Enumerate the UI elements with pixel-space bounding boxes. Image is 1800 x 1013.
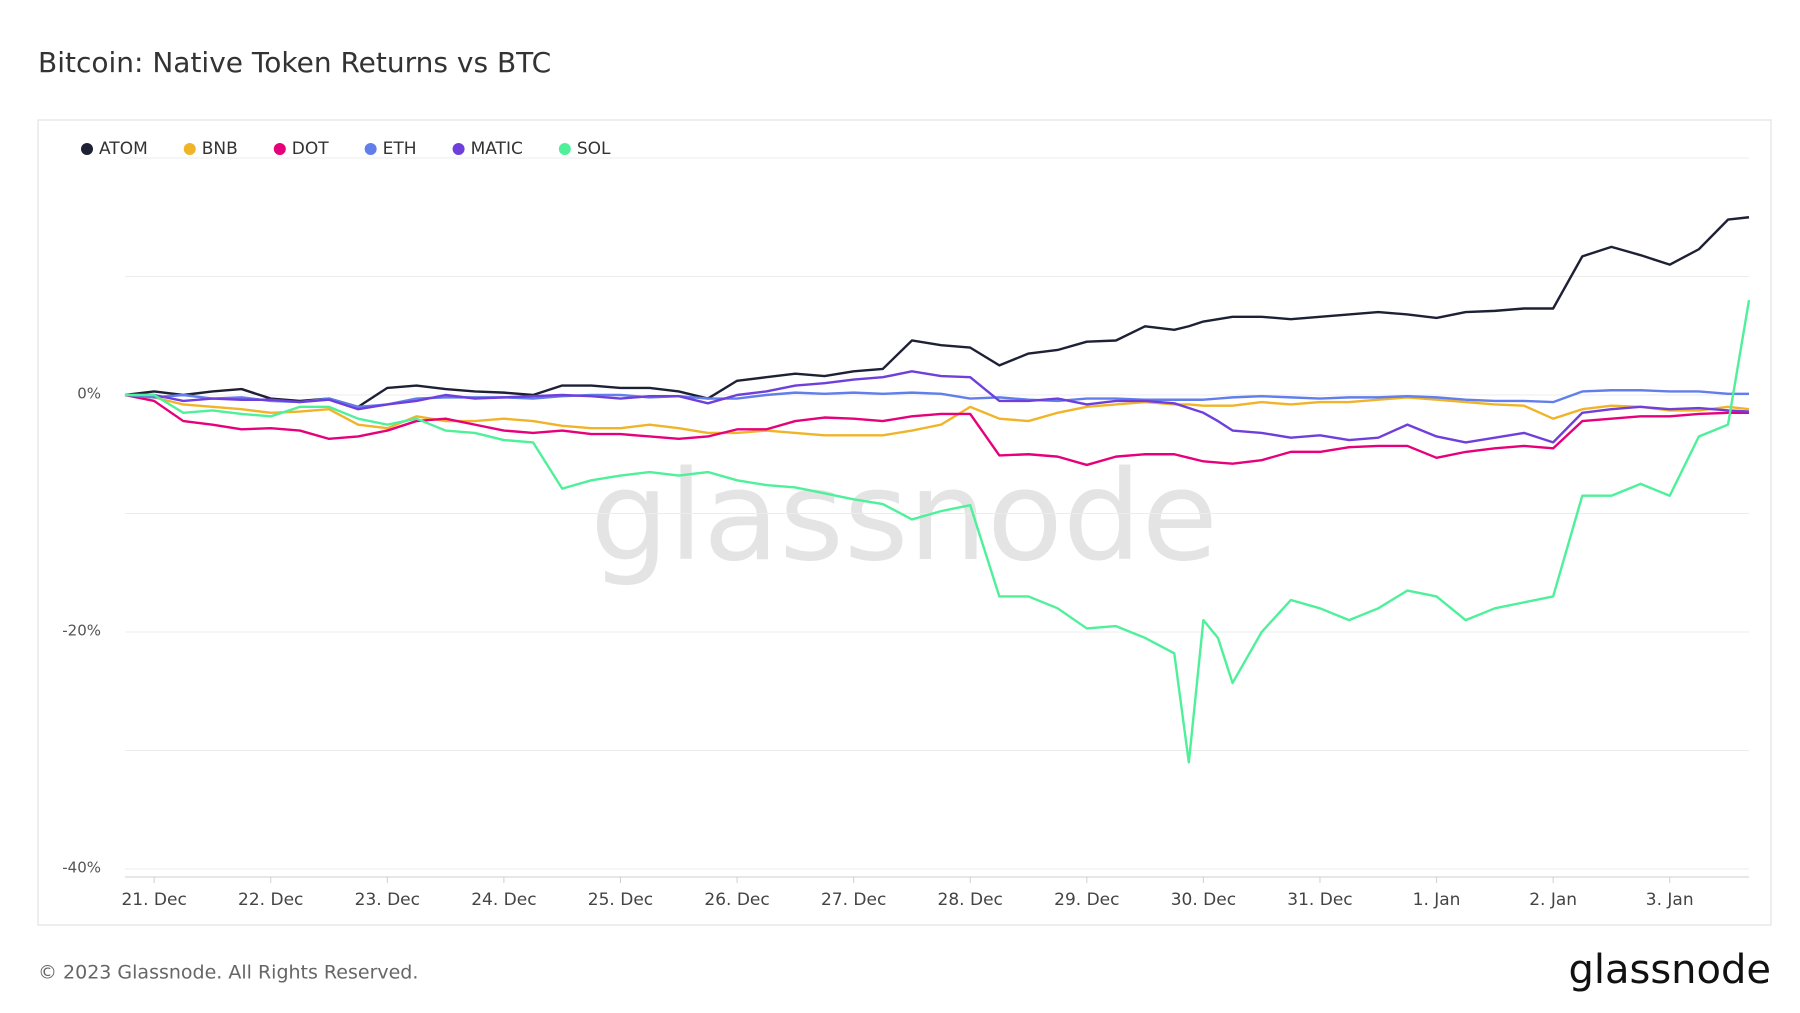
y-tick-label: -20% bbox=[62, 622, 101, 640]
x-tick-label: 31. Dec bbox=[1287, 890, 1352, 910]
x-tick-label: 21. Dec bbox=[121, 890, 186, 910]
legend-label: ATOM bbox=[99, 139, 148, 159]
legend-marker bbox=[558, 143, 571, 155]
x-tick-label: 27. Dec bbox=[821, 890, 886, 910]
logo: glassnode bbox=[1568, 947, 1771, 993]
x-tick-label: 23. Dec bbox=[355, 890, 420, 910]
x-tick-label: 24. Dec bbox=[471, 890, 536, 910]
y-tick-label: -40% bbox=[62, 859, 101, 877]
x-tick-label: 22. Dec bbox=[238, 890, 303, 910]
chart-frame bbox=[37, 119, 1772, 926]
legend-label: SOL bbox=[577, 139, 611, 159]
legend-marker bbox=[452, 143, 465, 155]
legend-label: MATIC bbox=[471, 139, 523, 159]
watermark: glassnode bbox=[590, 445, 1218, 589]
legend-marker bbox=[81, 143, 93, 155]
legend-label: BNB bbox=[202, 139, 238, 159]
chart-title: Bitcoin: Native Token Returns vs BTC bbox=[38, 46, 551, 79]
x-tick-label: 28. Dec bbox=[938, 890, 1003, 910]
plot-layer: 0% -20% -40% 21. Dec 22. Dec 23. Dec 24. Dec 25… bbox=[62, 157, 1751, 910]
x-tick-label: 30. Dec bbox=[1171, 890, 1236, 910]
series-line bbox=[124, 216, 1750, 409]
series-line bbox=[125, 370, 1750, 444]
legend-marker bbox=[364, 143, 377, 155]
x-tick-label: 25. Dec bbox=[588, 890, 653, 910]
x-tick-label: 1. Jan bbox=[1413, 890, 1461, 910]
legend-label: ETH bbox=[383, 139, 417, 159]
series-line bbox=[124, 389, 1749, 409]
legend-label: DOT bbox=[292, 139, 329, 159]
y-tick-label: 0% bbox=[77, 385, 101, 403]
x-tick-label: 26. Dec bbox=[704, 890, 769, 910]
series-line bbox=[124, 393, 1749, 467]
x-tick-label: 3. Jan bbox=[1646, 890, 1694, 910]
x-tick-label: 2. Jan bbox=[1529, 890, 1577, 910]
legend-marker bbox=[273, 143, 286, 155]
x-tick-label: 29. Dec bbox=[1054, 890, 1119, 910]
legend-marker bbox=[183, 143, 196, 155]
footer: © 2023 Glassnode. All Rights Reserved. bbox=[38, 962, 418, 984]
series-line bbox=[125, 300, 1751, 764]
